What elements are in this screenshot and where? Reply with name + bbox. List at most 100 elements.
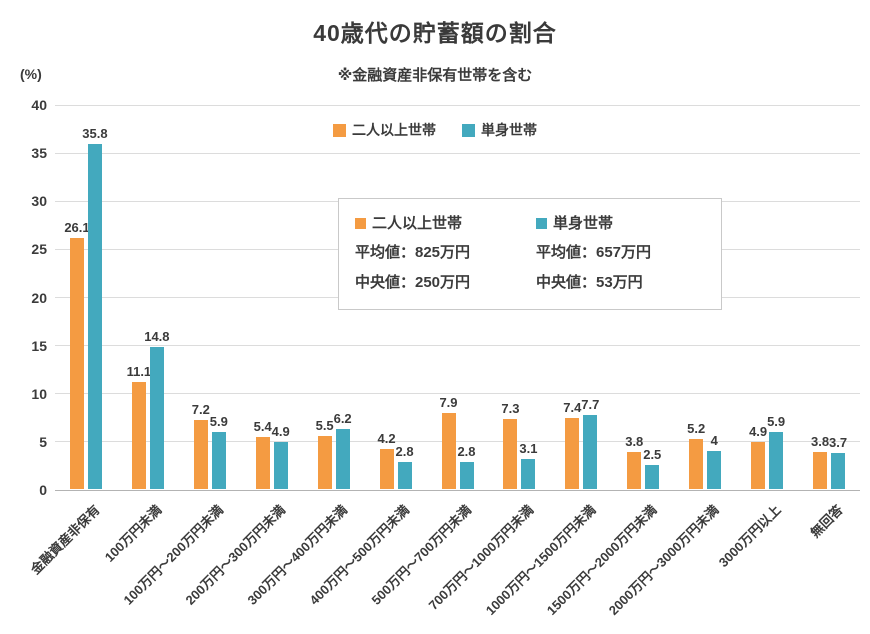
y-tick-label: 5 — [39, 433, 47, 450]
stats-series-label: 単身世帯 — [553, 215, 614, 232]
bar-couple-household — [317, 436, 332, 489]
bar-value-label: 3.7 — [828, 435, 848, 451]
y-axis-unit-label: (%) — [20, 66, 42, 82]
stats-header: 二人以上世帯 — [355, 209, 524, 238]
bar-value-label: 6.2 — [333, 411, 352, 427]
bar-value-label: 35.8 — [82, 126, 108, 142]
bar-single-household — [87, 144, 102, 489]
bar-value-label: 14.8 — [144, 328, 170, 344]
stats-swatch — [536, 218, 547, 230]
bar-value-label: 4.2 — [377, 430, 396, 446]
bar-value-label: 7.9 — [439, 394, 458, 410]
stats-mean-value: 平均値：825万円 — [355, 244, 471, 262]
stats-series-label: 二人以上世帯 — [372, 215, 463, 232]
bar-value-label: 4 — [710, 432, 718, 448]
bar-couple-household — [379, 448, 394, 489]
bar-single-household — [273, 441, 288, 489]
bar-single-household — [831, 453, 846, 489]
bar-single-household — [769, 432, 784, 489]
bar-value-label: 2.8 — [395, 444, 414, 460]
bar-value-label: 7.4 — [563, 399, 582, 415]
y-tick-label: 40 — [31, 97, 47, 113]
bar-couple-household — [441, 412, 456, 489]
stats-header: 単身世帯 — [536, 209, 705, 238]
bar-value-label: 5.9 — [209, 414, 228, 430]
gridline — [55, 104, 860, 106]
gridline — [55, 393, 860, 395]
gridline — [55, 152, 860, 154]
stats-swatch — [355, 218, 366, 230]
plot-area: 0 5 10 15 20 25 30 35 40 26.1 35.8 金融資産非保有 11.1 14.8 1… — [28, 97, 860, 618]
bar-single-household — [149, 346, 164, 489]
x-axis-category-label: 1500万円～2000万円未満 — [544, 502, 661, 618]
bar-value-label: 26.1 — [64, 219, 90, 235]
bar-single-household — [583, 414, 598, 489]
bar-value-label: 4.9 — [271, 423, 290, 439]
bar-couple-household — [255, 437, 270, 489]
stats-column: 二人以上世帯平均値：825万円 中央値：250万円 — [355, 209, 524, 297]
legend-swatch — [462, 123, 475, 137]
legend-swatch — [333, 123, 346, 137]
bar-single-household — [645, 464, 660, 489]
legend-label: 単身世帯 — [481, 122, 537, 138]
gridline — [55, 489, 860, 491]
stats-median-value: 中央値：53万円 — [536, 273, 643, 291]
legend-label: 二人以上世帯 — [352, 122, 436, 138]
x-axis-category-label: 100万円未満 — [101, 502, 165, 565]
legend: 二人以上世帯 単身世帯 — [0, 120, 870, 140]
bar-value-label: 5.5 — [315, 418, 334, 434]
bar-value-label: 7.7 — [581, 396, 600, 412]
bar-single-household — [459, 462, 474, 489]
y-tick-label: 15 — [31, 337, 47, 354]
stats-column: 単身世帯平均値：657万円 中央値：53万円 — [536, 209, 705, 297]
bar-value-label: 2.5 — [643, 446, 662, 462]
bar-value-label: 3.8 — [810, 434, 830, 450]
bar-single-household — [521, 459, 536, 489]
chart-title: 40歳代の貯蓄額の割合 — [313, 20, 557, 46]
bar-couple-household — [813, 452, 828, 489]
bar-value-label: 7.3 — [501, 400, 520, 416]
x-axis-category-label: 金融資産非保有 — [27, 502, 103, 578]
bar-value-label: 3.1 — [519, 441, 538, 457]
stats-median-value: 中央値：250万円 — [355, 273, 471, 291]
bar-couple-household — [565, 417, 580, 489]
bar-single-household — [335, 429, 350, 489]
bar-couple-household — [503, 418, 518, 489]
legend-item: 二人以上世帯 — [333, 120, 436, 140]
bar-couple-household — [193, 419, 208, 489]
bar-single-household — [397, 462, 412, 489]
y-tick-label: 25 — [31, 241, 47, 258]
gridline — [55, 345, 860, 347]
bar-couple-household — [131, 382, 146, 489]
stats-box: 二人以上世帯 平均値：825万円 中央値：250万円 単身世帯 平均値：657万円 中央値… — [338, 198, 722, 310]
stats-mean-value: 平均値：657万円 — [536, 244, 652, 262]
y-tick-label: 0 — [39, 482, 47, 498]
x-axis-category-label: 無回答 — [807, 502, 846, 541]
y-tick-label: 20 — [31, 289, 47, 306]
bar-couple-household — [627, 452, 642, 489]
y-tick-label: 30 — [31, 193, 47, 210]
bar-value-label: 2.8 — [457, 444, 476, 460]
bar-value-label: 4.9 — [749, 423, 768, 439]
gridline — [55, 441, 860, 443]
bar-value-label: 5.4 — [253, 419, 272, 435]
x-axis-category-label: 3000万円以上 — [716, 502, 784, 570]
bar-value-label: 5.9 — [767, 414, 786, 430]
legend-item: 単身世帯 — [462, 120, 537, 140]
x-axis-category-label: 2000万円～3000万円未満 — [606, 502, 722, 618]
bar-value-label: 11.1 — [126, 364, 152, 380]
bar-single-household — [211, 432, 226, 489]
y-tick-label: 35 — [31, 145, 47, 162]
x-axis-category-label: 700万円～1000万円未満 — [425, 502, 537, 613]
bar-couple-household — [69, 237, 84, 489]
chart-subtitle: ※金融資産非保有世帯を含む — [337, 67, 533, 84]
bar-single-household — [707, 450, 722, 489]
bar-value-label: 7.2 — [191, 401, 210, 417]
bar-value-label: 5.2 — [687, 420, 706, 436]
y-tick-label: 10 — [31, 385, 47, 402]
x-axis-category-label: 1000万円～1500万円未満 — [482, 502, 599, 618]
bar-value-label: 3.8 — [625, 434, 644, 450]
bar-couple-household — [689, 438, 704, 489]
bar-couple-household — [751, 441, 766, 489]
